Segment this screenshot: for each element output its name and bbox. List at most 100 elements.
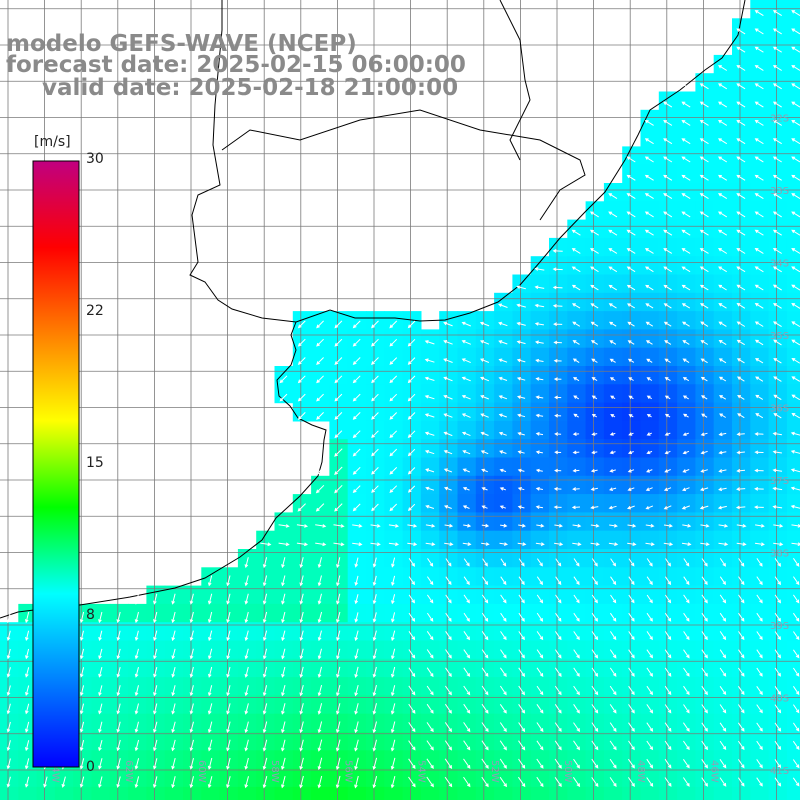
wind-speed-cell — [768, 603, 788, 623]
wind-speed-cell — [658, 750, 678, 770]
wind-arrow — [189, 648, 194, 660]
wind-arrow — [791, 284, 800, 291]
wind-speed-cell — [292, 311, 312, 330]
wind-arrow — [772, 101, 782, 108]
wind-speed-cell — [530, 567, 550, 587]
wind-speed-cell — [146, 732, 166, 751]
wind-arrow — [772, 28, 782, 35]
wind-speed-cell — [732, 237, 751, 257]
wind-speed-cell — [457, 732, 477, 751]
wind-arrow — [755, 394, 764, 400]
wind-arrow — [134, 776, 140, 789]
wind-arrow — [736, 156, 746, 163]
wind-arrow — [627, 505, 635, 510]
wind-speed-cell — [677, 219, 696, 239]
wind-arrow — [207, 703, 213, 715]
wind-arrow — [407, 412, 416, 420]
wind-speed-cell — [658, 256, 678, 276]
wind-arrow — [207, 685, 213, 697]
wind-speed-cell — [530, 603, 550, 623]
wind-arrow — [189, 776, 194, 789]
wind-arrow — [536, 704, 544, 714]
wind-speed-cell — [219, 622, 239, 642]
wind-arrow — [736, 321, 746, 327]
wind-arrow — [756, 667, 763, 677]
wind-arrow — [424, 395, 435, 400]
wind-speed-cell — [585, 347, 605, 367]
wind-speed-cell — [677, 786, 696, 800]
wind-speed-cell — [347, 640, 367, 660]
wind-arrow — [700, 469, 708, 473]
wind-speed-cell — [128, 622, 147, 642]
wind-speed-cell — [292, 677, 312, 696]
wind-arrow — [6, 776, 11, 788]
wind-speed-cell — [658, 402, 678, 422]
wind-speed-cell — [347, 420, 367, 440]
wind-arrow — [646, 594, 653, 604]
wind-arrow — [736, 542, 747, 546]
wind-arrow — [281, 666, 286, 678]
wind-arrow — [663, 229, 673, 236]
wind-arrow — [754, 229, 764, 236]
wind-arrow — [226, 757, 231, 770]
wind-speed-cell — [768, 164, 788, 184]
wind-arrow — [719, 704, 727, 714]
wind-arrow — [627, 542, 637, 546]
wind-speed-cell — [329, 402, 349, 422]
wind-speed-cell — [475, 530, 495, 550]
wind-arrow — [664, 631, 672, 641]
wind-speed-cell — [622, 658, 642, 678]
wind-speed-cell — [366, 603, 385, 623]
wind-arrow — [718, 101, 728, 108]
wind-arrow — [701, 631, 708, 641]
wind-arrow — [681, 119, 691, 126]
wind-arrow — [354, 575, 359, 587]
wind-speed-cell — [164, 640, 184, 660]
wind-speed-cell — [439, 768, 459, 788]
wind-speed-cell — [603, 750, 623, 770]
wind-arrow — [316, 357, 324, 365]
wind-arrow — [463, 667, 471, 677]
wind-speed-cell — [768, 219, 788, 239]
wind-speed-cell — [475, 603, 495, 623]
wind-speed-cell — [713, 549, 733, 568]
wind-speed-cell — [475, 658, 495, 678]
wind-speed-cell — [347, 713, 367, 733]
wind-speed-cell — [603, 677, 623, 696]
wind-arrow — [609, 758, 617, 769]
wind-arrow — [171, 630, 176, 642]
wind-speed-cell — [658, 347, 678, 367]
wind-arrow — [481, 594, 489, 604]
wind-arrow — [354, 557, 359, 568]
wind-arrow — [590, 303, 599, 309]
wind-speed-cell — [201, 695, 221, 715]
wind-arrow — [718, 156, 728, 163]
wind-arrow — [408, 594, 415, 604]
wind-arrow — [336, 648, 341, 660]
wind-arrow — [315, 466, 325, 476]
wind-speed-cell — [750, 640, 770, 660]
wind-arrow — [699, 83, 709, 90]
wind-speed-cell — [475, 732, 495, 751]
wind-speed-cell — [640, 366, 660, 385]
wind-arrow — [791, 101, 800, 108]
wind-arrow — [134, 739, 140, 752]
wind-arrow — [262, 721, 268, 734]
wind-speed-cell — [420, 695, 440, 715]
wind-arrow — [681, 174, 691, 181]
wind-arrow — [426, 649, 434, 659]
wind-speed-cell — [603, 347, 623, 367]
wind-speed-cell — [585, 494, 605, 513]
wind-arrow — [424, 431, 435, 436]
wind-speed-cell — [768, 713, 788, 733]
wind-speed-cell — [677, 475, 696, 495]
wind-speed-cell — [732, 768, 751, 788]
wind-speed-cell — [128, 750, 147, 770]
wind-arrow — [754, 339, 764, 346]
wind-speed-cell — [567, 786, 587, 800]
wind-speed-cell — [768, 54, 788, 74]
wind-arrow — [281, 775, 286, 789]
wind-arrow — [389, 503, 398, 512]
wind-speed-cell — [183, 640, 202, 660]
wind-speed-cell — [256, 713, 276, 733]
